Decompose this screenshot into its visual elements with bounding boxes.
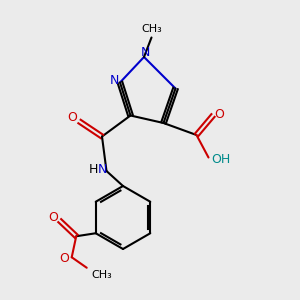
Text: N: N [110, 74, 119, 88]
Text: N: N [141, 46, 150, 59]
Text: H: H [89, 163, 99, 176]
Text: O: O [59, 252, 69, 265]
Text: O: O [67, 111, 77, 124]
Text: O: O [48, 211, 58, 224]
Text: CH₃: CH₃ [91, 270, 112, 280]
Text: N: N [98, 163, 108, 176]
Text: CH₃: CH₃ [141, 24, 162, 34]
Text: OH: OH [212, 153, 231, 167]
Text: O: O [215, 107, 224, 121]
